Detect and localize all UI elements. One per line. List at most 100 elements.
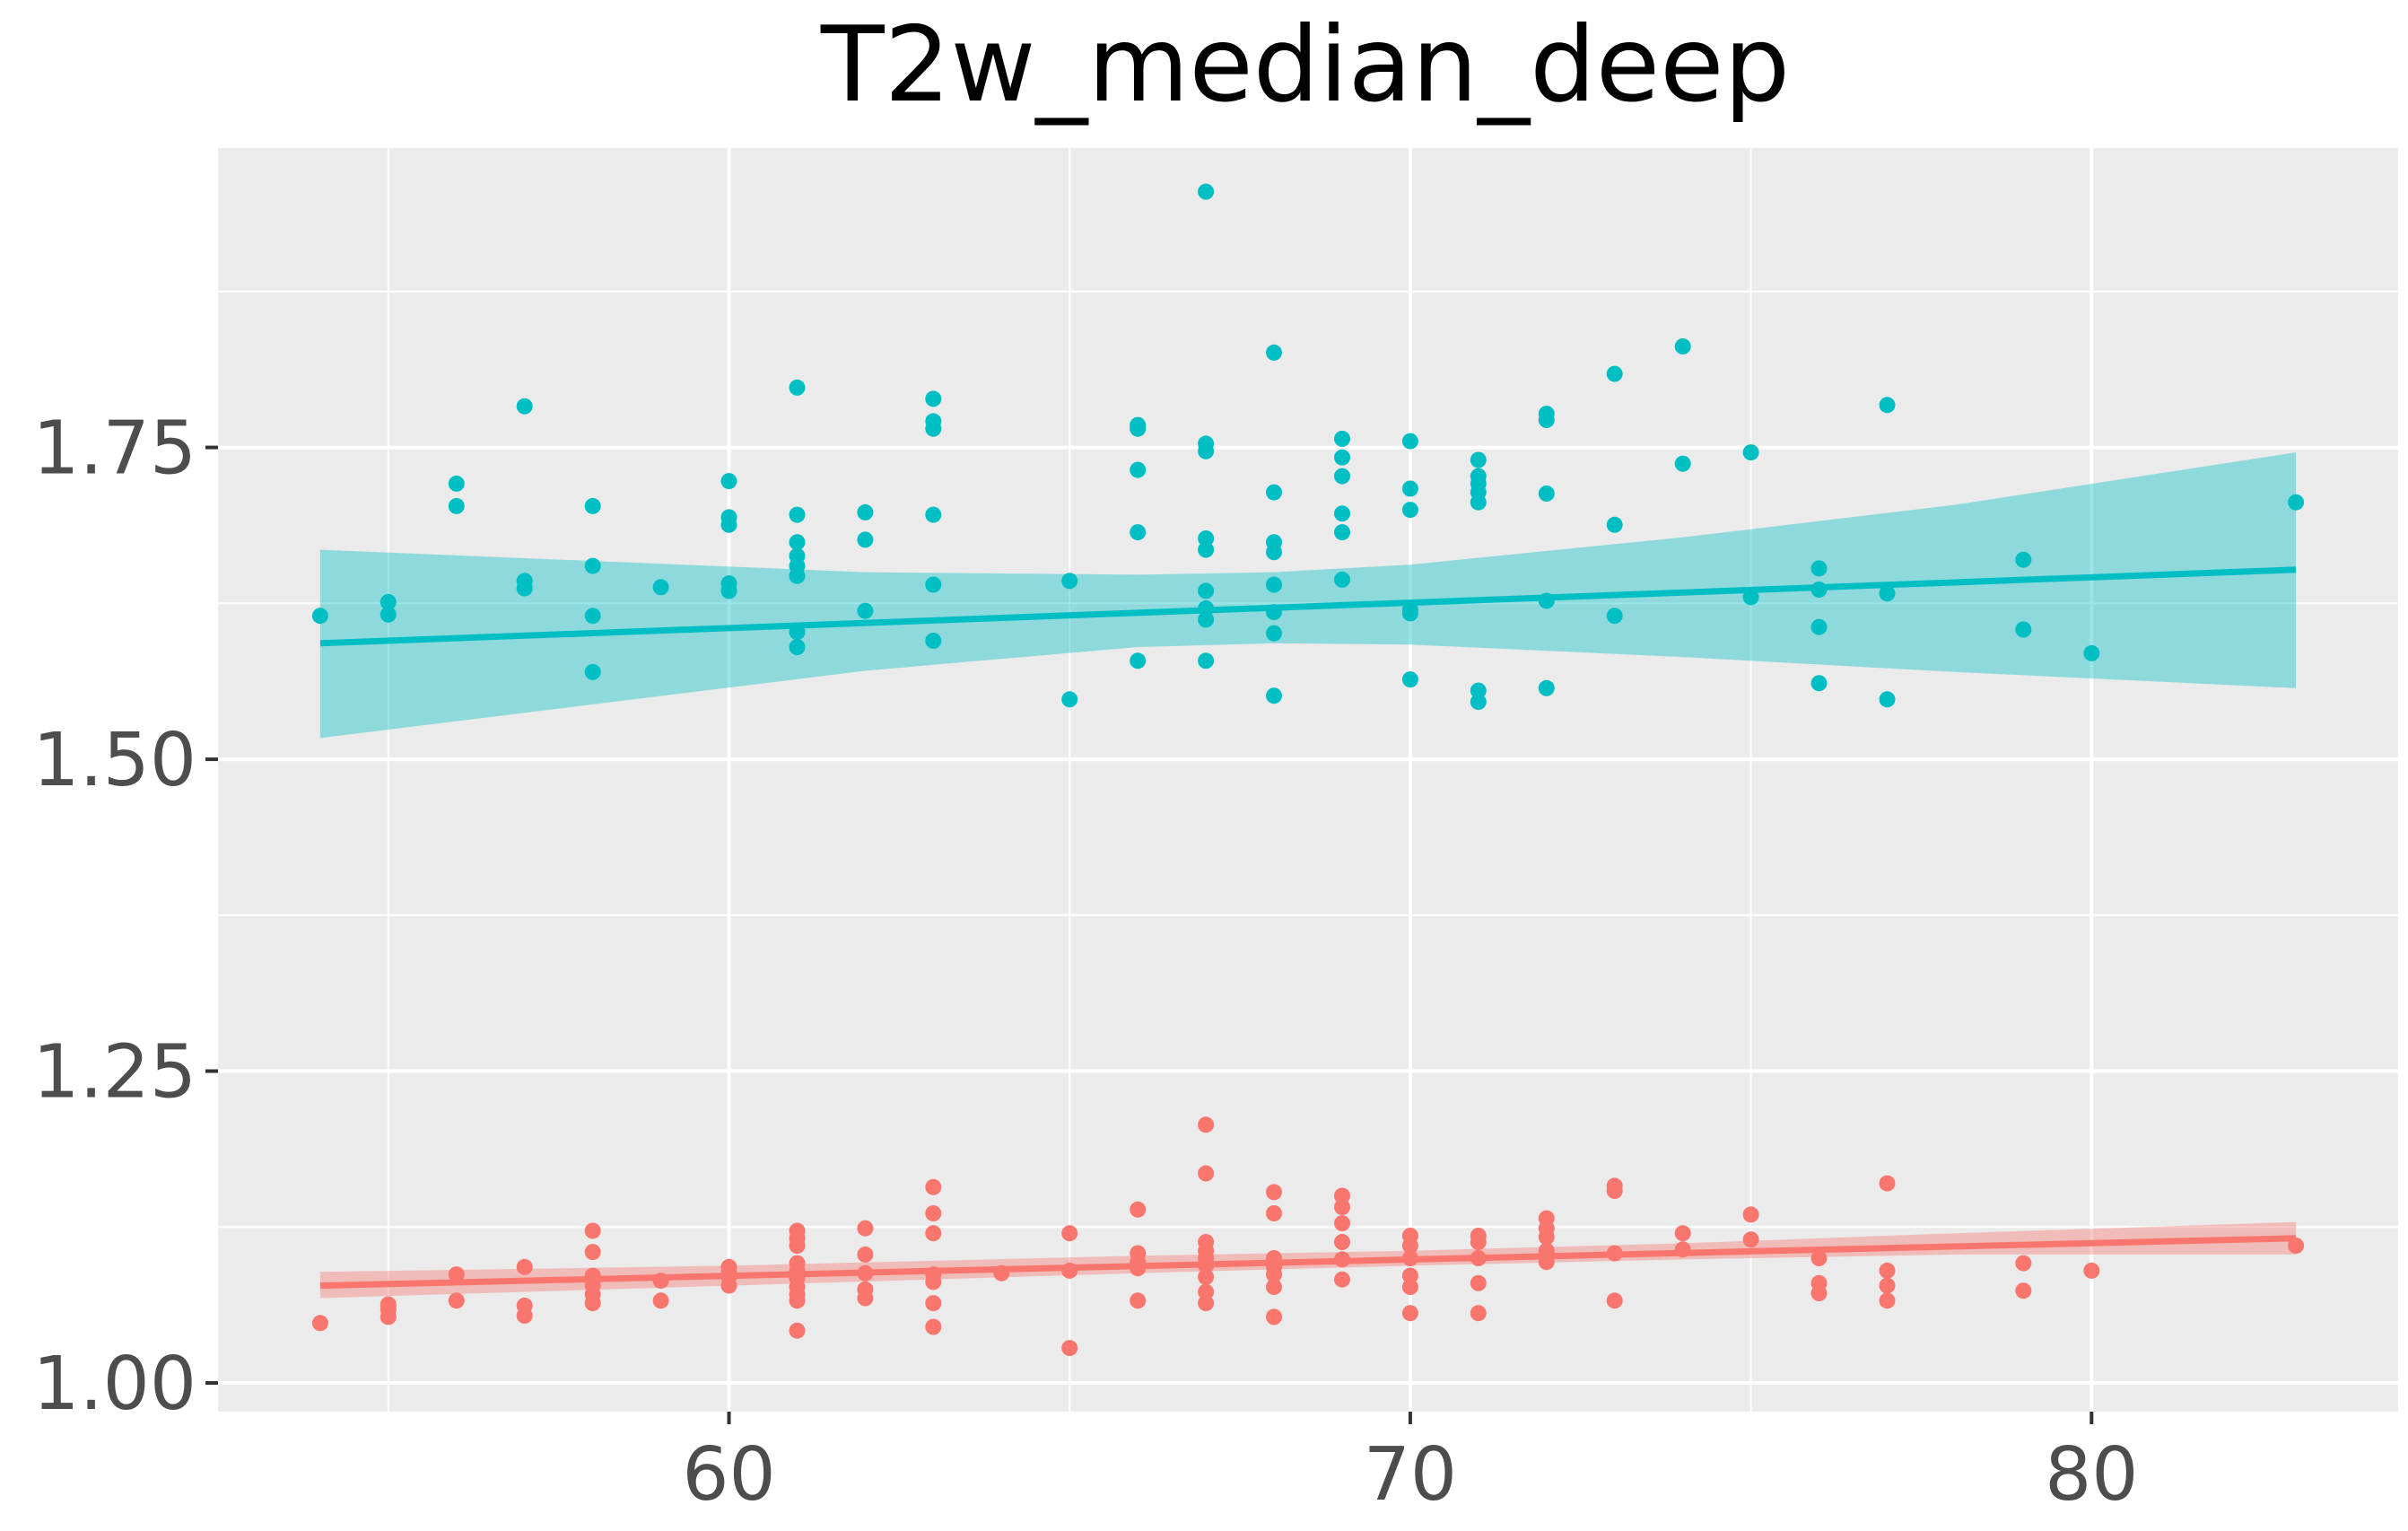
data-point (311, 608, 328, 625)
data-point (1401, 1267, 1418, 1284)
data-point (516, 580, 533, 597)
axes: 1.00 1.25 1.50 1.75 60 70 80 (32, 407, 2138, 1518)
data-point (1674, 338, 1691, 354)
data-point (1334, 430, 1350, 447)
data-point (1606, 1183, 1623, 1199)
data-point (1130, 652, 1147, 669)
data-point (1401, 671, 1418, 688)
data-point (925, 420, 942, 437)
data-point (857, 531, 874, 548)
data-point (720, 1277, 737, 1294)
data-point (1266, 687, 1282, 704)
data-point (1334, 524, 1350, 541)
data-point (1401, 1238, 1418, 1255)
data-point (1266, 1184, 1282, 1201)
data-point (584, 1222, 601, 1239)
data-point (1266, 1205, 1282, 1221)
data-point (380, 593, 397, 610)
data-point (1334, 1215, 1350, 1232)
data-point (1198, 652, 1215, 669)
x-tick-label: 60 (682, 1432, 775, 1518)
data-point (925, 390, 942, 407)
data-point (857, 1290, 874, 1307)
data-point (1198, 582, 1215, 599)
data-point (1606, 608, 1623, 625)
data-point (1198, 611, 1215, 628)
data-point (1401, 502, 1418, 519)
data-point (1061, 573, 1078, 590)
data-point (1470, 494, 1487, 511)
data-point (1401, 433, 1418, 450)
data-point (1606, 516, 1623, 533)
data-point (1742, 1206, 1759, 1223)
data-point (1742, 444, 1759, 461)
data-point (1198, 541, 1215, 558)
data-point (1266, 1308, 1282, 1325)
data-point (1470, 1274, 1487, 1291)
data-point (1130, 524, 1147, 541)
series-1 (311, 183, 2305, 739)
data-point (584, 557, 601, 574)
data-point (1470, 694, 1487, 711)
data-point (925, 506, 942, 523)
data-point (1266, 1266, 1282, 1283)
data-point (2015, 621, 2032, 638)
data-point (789, 567, 806, 584)
data-point (1334, 571, 1350, 588)
data-point (789, 639, 806, 655)
data-point (584, 663, 601, 680)
data-point (1334, 1199, 1350, 1216)
data-point (448, 1266, 465, 1283)
confidence-band (319, 452, 2297, 739)
data-point (1266, 625, 1282, 642)
series-layer (311, 183, 2305, 1357)
data-point (1674, 455, 1691, 472)
data-point (1130, 461, 1147, 478)
data-point (925, 633, 942, 649)
chart-title: T2w_median_deep (820, 4, 1790, 126)
data-point (1879, 1277, 1896, 1294)
regression-line (319, 566, 2297, 647)
plot-panel (218, 148, 2398, 1412)
data-point (380, 606, 397, 623)
data-point (789, 506, 806, 523)
data-point (720, 473, 737, 490)
data-point (584, 1244, 601, 1261)
data-point (857, 503, 874, 521)
data-point (1266, 576, 1282, 593)
data-point (1810, 1250, 1828, 1266)
data-point (652, 579, 669, 596)
data-point (516, 1258, 533, 1275)
data-point (1130, 1201, 1147, 1218)
data-point (1810, 618, 1828, 635)
data-point (1810, 1285, 1828, 1301)
data-point (1266, 484, 1282, 501)
y-tick-label: 1.00 (32, 1342, 196, 1427)
series-2 (311, 1116, 2305, 1357)
gridlines (218, 148, 2398, 1412)
data-point (1538, 486, 1555, 502)
data-point (1401, 480, 1418, 497)
data-point (2015, 551, 2032, 568)
data-point (584, 608, 601, 625)
data-point (1606, 365, 1623, 382)
data-point (1266, 344, 1282, 361)
data-point (1061, 1225, 1078, 1242)
data-point (1401, 605, 1418, 622)
data-point (925, 1318, 942, 1335)
data-point (1198, 1268, 1215, 1285)
data-point (652, 1292, 669, 1309)
data-point (1334, 468, 1350, 485)
data-point (925, 1295, 942, 1312)
data-point (925, 576, 942, 593)
data-point (1266, 1279, 1282, 1295)
data-point (1742, 1231, 1759, 1248)
data-point (789, 379, 806, 396)
data-point (1198, 442, 1215, 459)
regression-line (319, 1235, 2297, 1290)
data-point (1606, 1292, 1623, 1309)
data-point (1879, 1262, 1896, 1279)
data-point (1334, 505, 1350, 522)
data-point (584, 497, 601, 514)
